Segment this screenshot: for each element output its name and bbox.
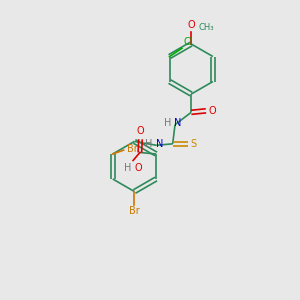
Text: O: O (137, 126, 144, 136)
Text: O: O (188, 20, 195, 30)
Text: N: N (174, 118, 182, 128)
Text: H: H (164, 118, 171, 128)
Text: H: H (124, 164, 131, 173)
Text: Br: Br (127, 144, 137, 154)
Text: Cl: Cl (183, 37, 193, 47)
Text: N: N (156, 139, 163, 149)
Text: CH₃: CH₃ (199, 23, 214, 32)
Text: Br: Br (129, 206, 140, 216)
Text: O: O (135, 163, 142, 172)
Text: S: S (190, 139, 196, 149)
Text: H: H (145, 139, 153, 149)
Text: O: O (208, 106, 216, 116)
